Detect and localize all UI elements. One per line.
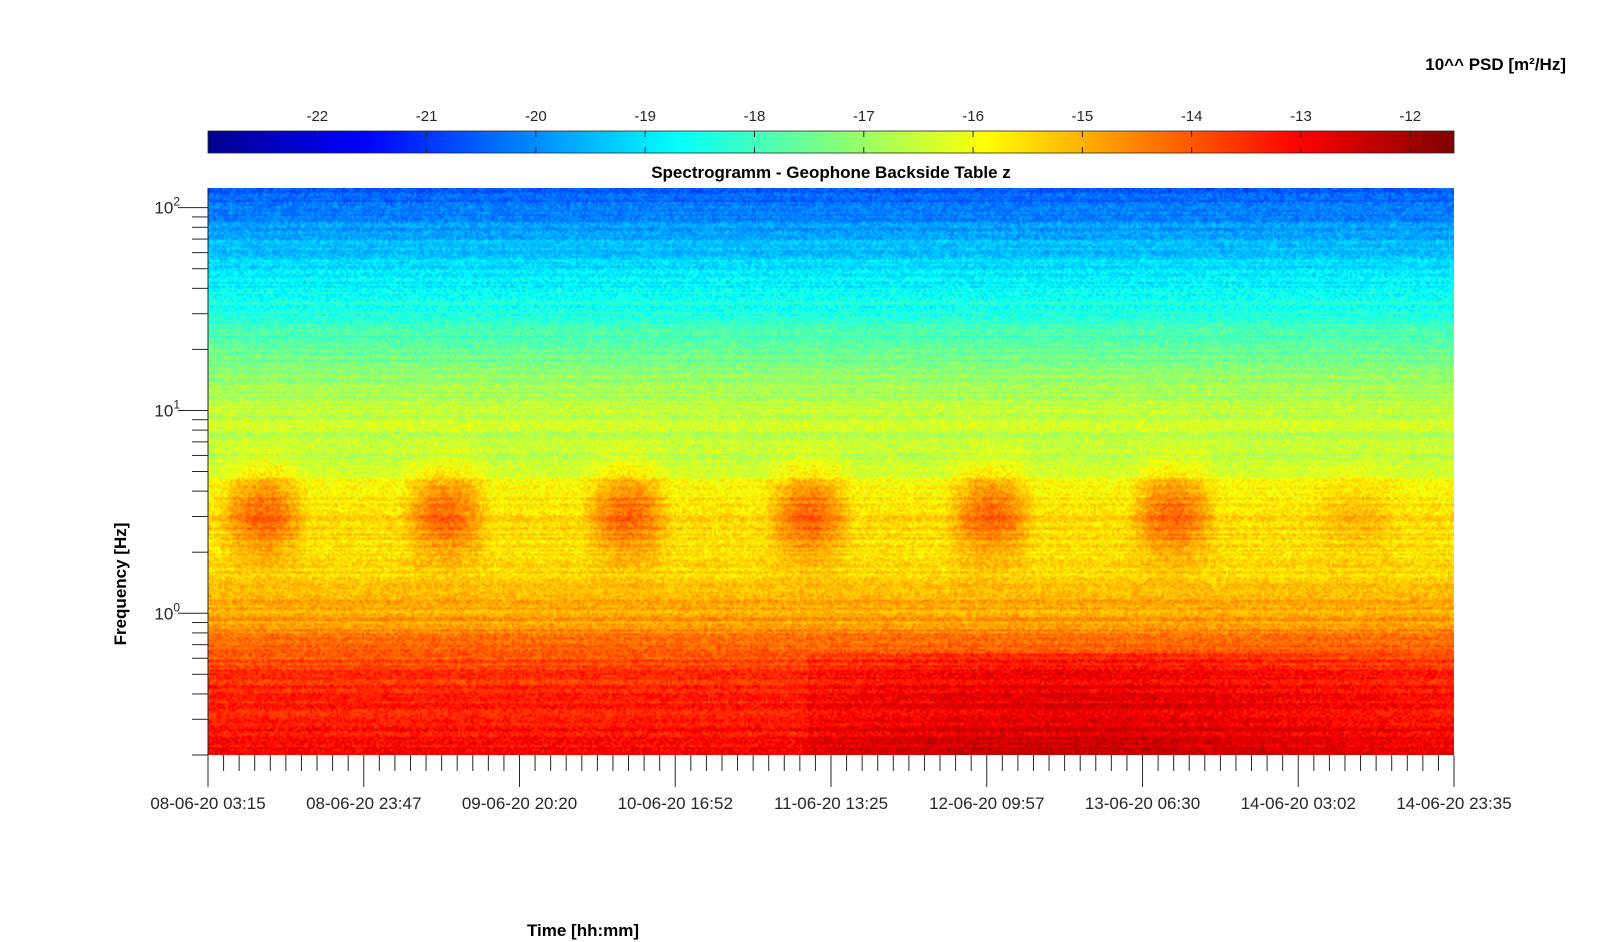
x-tick-label: 12-06-20 09:57: [929, 794, 1044, 813]
colorbar-gradient: [207, 130, 1455, 154]
colorbar-tick-label: -17: [853, 108, 875, 125]
colorbar: -22 -21 -20 -19 -18 -17 -16 -15 -14 -13 -12: [207, 108, 1455, 154]
x-tick-label: 14-06-20 03:02: [1241, 794, 1356, 813]
x-tick-label: 14-06-20 23:35: [1396, 794, 1511, 813]
x-tick-label: 09-06-20 20:20: [462, 794, 577, 813]
colorbar-tick-label: -13: [1290, 108, 1312, 125]
colorbar-ticks: -22 -21 -20 -19 -18 -17 -16 -15 -14 -13 -12: [306, 108, 1421, 153]
x-tick-label: 10-06-20 16:52: [618, 794, 733, 813]
colorbar-tick-label: -12: [1399, 108, 1421, 125]
x-axis-label: Time [hh:mm]: [527, 921, 639, 940]
y-axis: 100 101 102: [154, 188, 209, 756]
colorbar-tick-label: -18: [744, 108, 766, 125]
colorbar-tick-label: -21: [416, 108, 438, 125]
x-tick-label: 11-06-20 13:25: [774, 794, 888, 813]
colorbar-tick-label: -14: [1181, 108, 1203, 125]
y-axis-label: Frequency [Hz]: [111, 523, 130, 646]
colorbar-label: 10^^ PSD [m²/Hz]: [1425, 55, 1566, 74]
chart-title: Spectrogramm - Geophone Backside Table z: [651, 163, 1011, 182]
y-tick-label: 101: [154, 397, 180, 420]
colorbar-tick-label: -15: [1072, 108, 1094, 125]
colorbar-tick-label: -20: [525, 108, 547, 125]
x-tick-label: 08-06-20 23:47: [306, 794, 421, 813]
colorbar-tick-label: -19: [634, 108, 656, 125]
y-tick-label: 100: [154, 600, 180, 623]
colorbar-tick-label: -16: [962, 108, 984, 125]
spectrogram-heatmap: [208, 188, 1454, 755]
x-tick-label: 13-06-20 06:30: [1085, 794, 1200, 813]
x-tick-label: 08-06-20 03:15: [150, 794, 265, 813]
colorbar-tick-label: -22: [306, 108, 328, 125]
y-tick-label: 102: [154, 195, 180, 218]
x-axis: 08-06-20 03:15 08-06-20 23:47 09-06-20 20:…: [150, 755, 1512, 813]
